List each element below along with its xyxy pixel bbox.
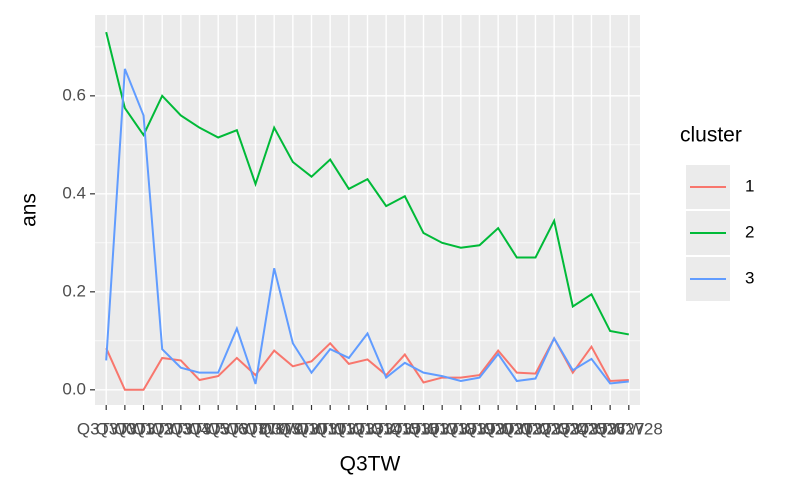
x-tick-label: Q3TW3 <box>133 419 192 438</box>
x-tick-label: Q3TW6 <box>189 419 248 438</box>
y-tick-label: 0.2 <box>62 281 86 300</box>
x-tick-label: Q3TW10 <box>259 419 327 438</box>
legend: 1 2 3 <box>686 165 754 301</box>
series-line <box>105 31 629 336</box>
x-tick-label: Q3TW7 <box>208 419 267 438</box>
x-tick-label: Q3TW21 <box>464 419 532 438</box>
x-tick-label: Q3TW13 <box>315 419 383 438</box>
legend-label: 3 <box>745 268 754 287</box>
x-tick-label: Q3TW23 <box>501 419 569 438</box>
legend-label: 2 <box>745 222 754 241</box>
x-tick-label: Q3TW8 <box>226 419 285 438</box>
x-tick-label: Q3TW28 <box>595 419 663 438</box>
legend-title: cluster <box>680 124 742 147</box>
x-tick-label: Q3TW27 <box>576 419 644 438</box>
x-tick-label: Q3TW19 <box>427 419 495 438</box>
lines <box>105 31 629 391</box>
x-tick-label: Q3TW25 <box>539 419 607 438</box>
y-axis-title: ans <box>18 193 41 227</box>
x-tick-label: Q3TW9 <box>245 419 304 438</box>
y-tick-label: 0.0 <box>62 379 86 398</box>
x-tick-label: Q3TW12 <box>296 419 364 438</box>
x-tick-label: Q3TW15 <box>352 419 420 438</box>
x-tick-label: Q3TW24 <box>520 419 588 438</box>
grid <box>95 15 640 405</box>
x-tick-label: Q3TW18 <box>408 419 476 438</box>
x-tick-label: Q3TW20 <box>445 419 513 438</box>
x-tick-label: Q3TW17 <box>389 419 457 438</box>
x-tick-label: Q3TW2 <box>114 419 173 438</box>
series-line <box>105 336 629 391</box>
series-line <box>105 68 629 385</box>
x-tick-label: Q3TW14 <box>333 419 401 438</box>
x-tick-label: Q3TW11 <box>278 419 345 438</box>
x-tick-label: Q3TW5 <box>170 419 229 438</box>
legend-label: 1 <box>745 176 754 195</box>
x-tick-label: Q3TW0 <box>77 419 136 438</box>
x-tick-label: Q3TW26 <box>557 419 625 438</box>
x-tick-label: Q3TW16 <box>371 419 439 438</box>
x-tick-label: Q3TW22 <box>483 419 551 438</box>
x-tick-label: Q3TW4 <box>152 419 211 438</box>
y-tick-label: 0.6 <box>62 85 86 104</box>
axes: 0.00.20.40.6Q3TW0Q3TW1Q3TW2Q3TW3Q3TW4Q3T… <box>62 85 662 438</box>
y-tick-label: 0.4 <box>62 183 86 202</box>
x-tick-label: Q3TW1 <box>96 419 155 438</box>
x-axis-title: Q3TW <box>340 453 401 476</box>
